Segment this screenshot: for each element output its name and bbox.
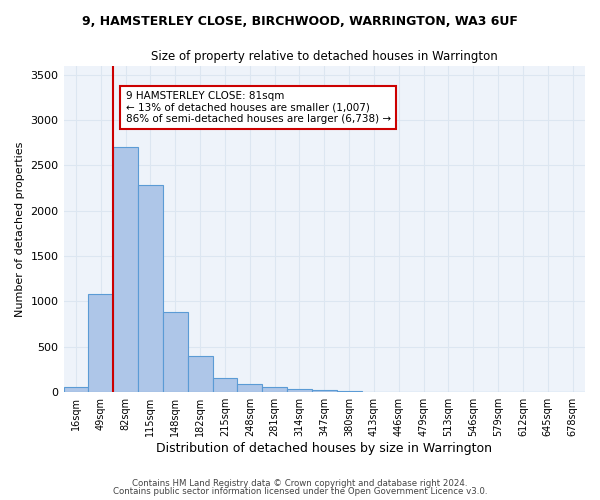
Title: Size of property relative to detached houses in Warrington: Size of property relative to detached ho… [151,50,497,63]
Bar [163,312,188,392]
Text: 9 HAMSTERLEY CLOSE: 81sqm
← 13% of detached houses are smaller (1,007)
86% of se: 9 HAMSTERLEY CLOSE: 81sqm ← 13% of detac… [125,91,391,124]
Bar [113,147,138,392]
Bar [262,387,287,392]
Bar [238,384,262,392]
Bar [88,294,113,392]
Bar [312,390,337,392]
Bar [64,387,88,392]
Bar [212,378,238,392]
Text: Contains public sector information licensed under the Open Government Licence v3: Contains public sector information licen… [113,487,487,496]
Text: Contains HM Land Registry data © Crown copyright and database right 2024.: Contains HM Land Registry data © Crown c… [132,478,468,488]
X-axis label: Distribution of detached houses by size in Warrington: Distribution of detached houses by size … [156,442,492,455]
Bar [287,389,312,392]
Bar [138,186,163,392]
Text: 9, HAMSTERLEY CLOSE, BIRCHWOOD, WARRINGTON, WA3 6UF: 9, HAMSTERLEY CLOSE, BIRCHWOOD, WARRINGT… [82,15,518,28]
Bar [188,356,212,392]
Y-axis label: Number of detached properties: Number of detached properties [15,141,25,316]
